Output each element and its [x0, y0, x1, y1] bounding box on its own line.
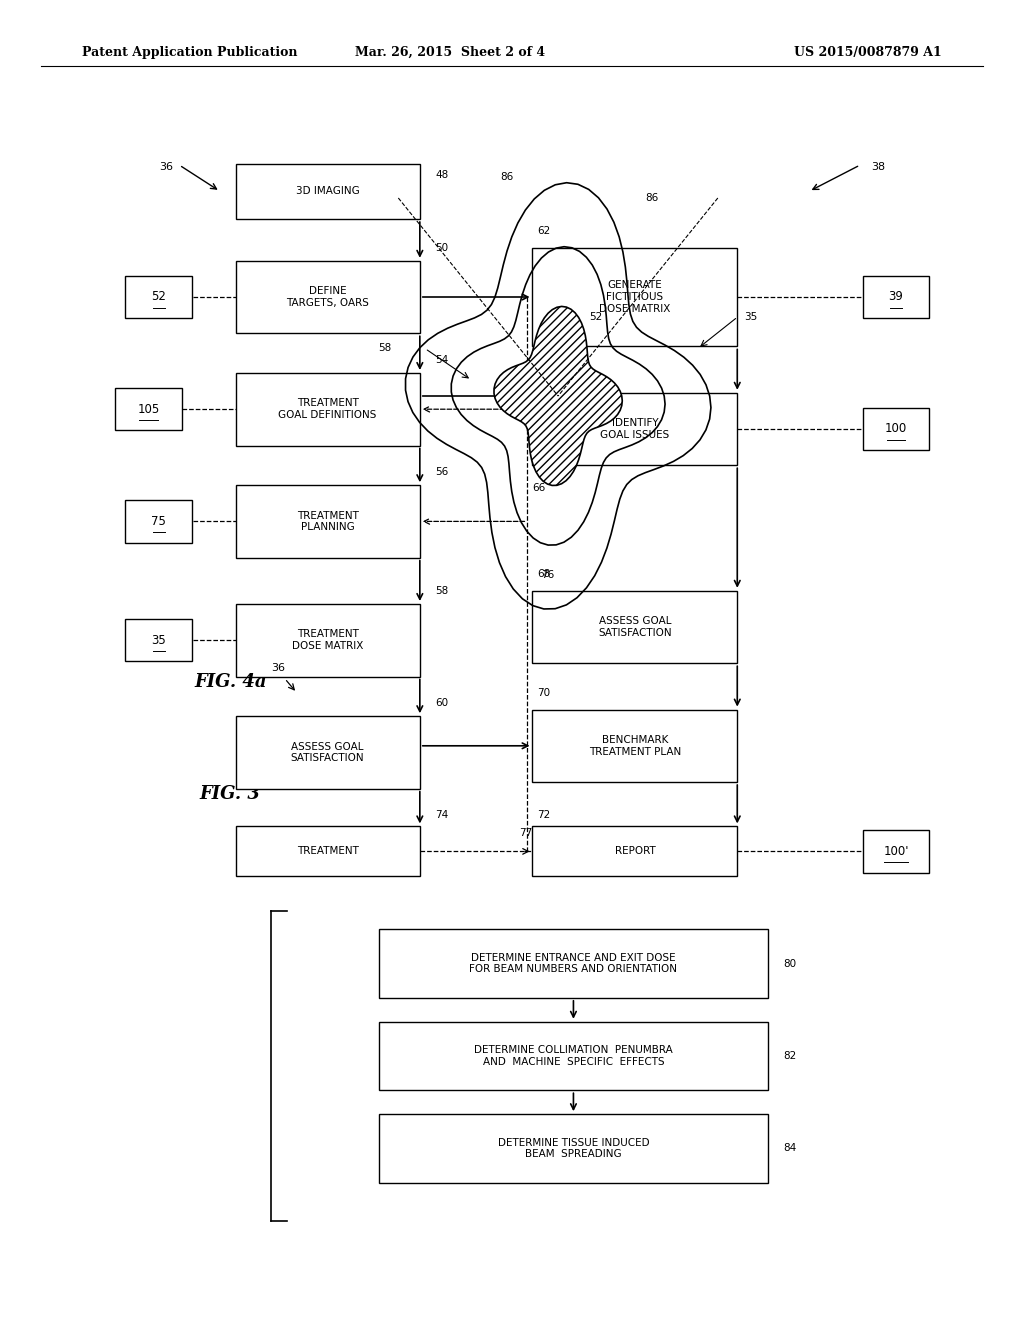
Polygon shape [494, 306, 623, 486]
Text: ASSESS GOAL
SATISFACTION: ASSESS GOAL SATISFACTION [291, 742, 365, 763]
Text: Mar. 26, 2015  Sheet 2 of 4: Mar. 26, 2015 Sheet 2 of 4 [355, 46, 546, 59]
Text: 62: 62 [538, 226, 551, 236]
FancyBboxPatch shape [379, 929, 768, 998]
Text: 58: 58 [378, 343, 391, 354]
Text: ASSESS GOAL
SATISFACTION: ASSESS GOAL SATISFACTION [598, 616, 672, 638]
FancyBboxPatch shape [236, 605, 420, 676]
Text: DETERMINE ENTRANCE AND EXIT DOSE
FOR BEAM NUMBERS AND ORIENTATION: DETERMINE ENTRANCE AND EXIT DOSE FOR BEA… [469, 953, 678, 974]
Text: 86: 86 [645, 193, 658, 203]
Text: 80: 80 [783, 958, 797, 969]
Text: US 2015/0087879 A1: US 2015/0087879 A1 [795, 46, 942, 59]
FancyBboxPatch shape [125, 276, 193, 318]
Text: Patent Application Publication: Patent Application Publication [82, 46, 297, 59]
Text: 72: 72 [538, 810, 551, 821]
Text: 100: 100 [885, 422, 907, 436]
FancyBboxPatch shape [236, 372, 420, 446]
Text: TREATMENT
DOSE MATRIX: TREATMENT DOSE MATRIX [292, 630, 364, 651]
Text: 50: 50 [435, 243, 449, 253]
Text: 84: 84 [783, 1143, 797, 1154]
FancyBboxPatch shape [532, 248, 737, 346]
FancyBboxPatch shape [125, 619, 193, 661]
Text: 35: 35 [152, 634, 166, 647]
Text: 77: 77 [519, 828, 531, 838]
Text: 39: 39 [889, 290, 903, 304]
FancyBboxPatch shape [379, 1114, 768, 1183]
FancyBboxPatch shape [862, 276, 930, 318]
Text: 74: 74 [435, 810, 449, 821]
Text: 54: 54 [435, 355, 449, 366]
FancyBboxPatch shape [125, 500, 193, 543]
FancyBboxPatch shape [115, 388, 182, 430]
Text: TREATMENT
GOAL DEFINITIONS: TREATMENT GOAL DEFINITIONS [279, 399, 377, 420]
Text: FIG. 4a: FIG. 4a [195, 673, 267, 692]
FancyBboxPatch shape [862, 830, 930, 873]
FancyBboxPatch shape [532, 710, 737, 781]
FancyBboxPatch shape [532, 826, 737, 876]
Text: 68: 68 [538, 569, 551, 579]
Text: 56: 56 [435, 467, 449, 478]
Text: DETERMINE TISSUE INDUCED
BEAM  SPREADING: DETERMINE TISSUE INDUCED BEAM SPREADING [498, 1138, 649, 1159]
Text: 52: 52 [589, 312, 602, 322]
Text: 70: 70 [538, 688, 551, 698]
FancyBboxPatch shape [379, 1022, 768, 1090]
FancyBboxPatch shape [236, 164, 420, 219]
Text: DEFINE
TARGETS, OARS: DEFINE TARGETS, OARS [287, 286, 369, 308]
Text: 105: 105 [137, 403, 160, 416]
FancyBboxPatch shape [236, 260, 420, 333]
FancyBboxPatch shape [236, 715, 420, 789]
FancyBboxPatch shape [862, 408, 930, 450]
Text: DETERMINE COLLIMATION  PENUMBRA
AND  MACHINE  SPECIFIC  EFFECTS: DETERMINE COLLIMATION PENUMBRA AND MACHI… [474, 1045, 673, 1067]
Text: 38: 38 [871, 161, 886, 172]
FancyBboxPatch shape [236, 826, 420, 876]
Text: FIG. 3: FIG. 3 [200, 785, 260, 804]
Text: 75: 75 [152, 515, 166, 528]
Text: TREATMENT: TREATMENT [297, 846, 358, 857]
Text: 3D IMAGING: 3D IMAGING [296, 186, 359, 197]
Text: 36: 36 [159, 161, 173, 172]
FancyBboxPatch shape [236, 484, 420, 557]
Text: 58: 58 [435, 586, 449, 597]
Text: GENERATE
FICTITIOUS
DOSE MATRIX: GENERATE FICTITIOUS DOSE MATRIX [599, 280, 671, 314]
Text: REPORT: REPORT [614, 846, 655, 857]
Text: BENCHMARK
TREATMENT PLAN: BENCHMARK TREATMENT PLAN [589, 735, 681, 756]
Text: TREATMENT
PLANNING: TREATMENT PLANNING [297, 511, 358, 532]
Text: 52: 52 [152, 290, 166, 304]
Text: 36: 36 [271, 663, 286, 673]
Text: 60: 60 [435, 698, 449, 709]
Text: 100': 100' [884, 845, 908, 858]
Text: 48: 48 [435, 170, 449, 181]
Text: 64: 64 [538, 371, 551, 381]
FancyBboxPatch shape [532, 392, 737, 465]
Text: 35: 35 [744, 312, 758, 322]
Text: 76: 76 [542, 570, 554, 581]
Text: 86: 86 [501, 172, 513, 182]
Text: IDENTIFY
GOAL ISSUES: IDENTIFY GOAL ISSUES [600, 418, 670, 440]
Text: 82: 82 [783, 1051, 797, 1061]
Text: 66: 66 [532, 483, 546, 494]
FancyBboxPatch shape [532, 591, 737, 663]
